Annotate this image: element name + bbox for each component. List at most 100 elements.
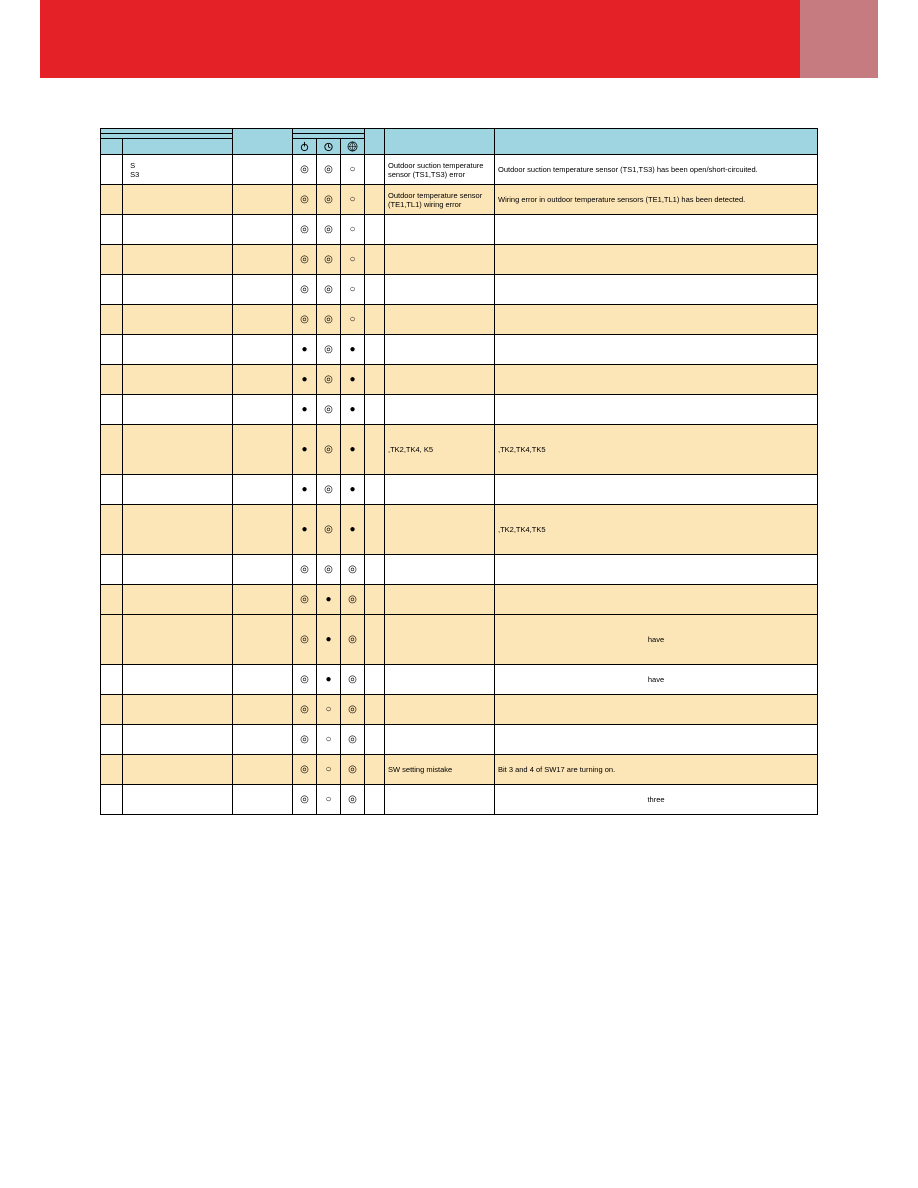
cell-right: [495, 305, 818, 335]
indicator-0: ◎: [293, 785, 317, 815]
cell-mid: [385, 215, 495, 245]
cell-aux: [233, 695, 293, 725]
cell-flag: [365, 725, 385, 755]
indicator-0: ◎: [293, 665, 317, 695]
cell-right: [495, 335, 818, 365]
cell-right: [495, 555, 818, 585]
cell-mid: [385, 725, 495, 755]
indicator-1: ◎: [317, 305, 341, 335]
cell-mid: [385, 475, 495, 505]
cell-flag: [365, 475, 385, 505]
cell-code: [101, 185, 123, 215]
indicator-0: ◎: [293, 305, 317, 335]
indicator-1: ◎: [317, 185, 341, 215]
cell-aux: [233, 615, 293, 665]
cell-right: Wiring error in outdoor temperature sens…: [495, 185, 818, 215]
top-banner-right: [800, 0, 878, 78]
cell-mid: [385, 395, 495, 425]
cell-code: [101, 555, 123, 585]
indicator-2: ●: [341, 505, 365, 555]
cell-aux: [233, 185, 293, 215]
cell-right: [495, 245, 818, 275]
cell-aux: [233, 785, 293, 815]
indicator-0: ◎: [293, 585, 317, 615]
cell-code: [101, 785, 123, 815]
indicator-1: ○: [317, 725, 341, 755]
cell-code-desc: [123, 425, 233, 475]
indicator-2: ○: [341, 185, 365, 215]
cell-mid: SW setting mistake: [385, 755, 495, 785]
indicator-2: ○: [341, 305, 365, 335]
indicator-1: ◎: [317, 365, 341, 395]
cell-right: Outdoor suction temperature sensor (TS1,…: [495, 155, 818, 185]
indicator-1: ○: [317, 785, 341, 815]
cell-flag: [365, 585, 385, 615]
cell-aux: [233, 425, 293, 475]
indicator-2: ●: [341, 395, 365, 425]
cell-aux: [233, 215, 293, 245]
cell-aux: [233, 245, 293, 275]
cell-code: [101, 585, 123, 615]
cell-flag: [365, 305, 385, 335]
cell-mid: [385, 785, 495, 815]
cell-code: [101, 365, 123, 395]
cell-code: [101, 755, 123, 785]
indicator-2: ◎: [341, 725, 365, 755]
cell-flag: [365, 365, 385, 395]
indicator-1: ◎: [317, 425, 341, 475]
cell-right: [495, 725, 818, 755]
cell-code-desc: [123, 505, 233, 555]
cell-aux: [233, 555, 293, 585]
top-banner: [40, 0, 878, 78]
cell-aux: [233, 395, 293, 425]
indicator-0: ◎: [293, 245, 317, 275]
cell-right: [495, 585, 818, 615]
cell-aux: [233, 275, 293, 305]
indicator-0: ●: [293, 335, 317, 365]
indicator-0: ●: [293, 365, 317, 395]
indicator-0: ◎: [293, 185, 317, 215]
indicator-0: ◎: [293, 695, 317, 725]
indicator-2: ●: [341, 425, 365, 475]
indicator-2: ●: [341, 335, 365, 365]
cell-code-desc: [123, 725, 233, 755]
cell-code: [101, 725, 123, 755]
cell-flag: [365, 695, 385, 725]
cell-mid: [385, 335, 495, 365]
cell-aux: [233, 665, 293, 695]
cell-flag: [365, 785, 385, 815]
indicator-1: ◎: [317, 395, 341, 425]
cell-flag: [365, 425, 385, 475]
indicator-0: ◎: [293, 155, 317, 185]
cell-mid: ,TK2,TK4, K5: [385, 425, 495, 475]
indicator-1: ◎: [317, 505, 341, 555]
cell-right: ,TK2,TK4,TK5: [495, 425, 818, 475]
indicator-0: ◎: [293, 215, 317, 245]
cell-code-desc: [123, 215, 233, 245]
cell-mid: [385, 695, 495, 725]
cell-code-desc: [123, 555, 233, 585]
cell-aux: [233, 585, 293, 615]
cell-flag: [365, 615, 385, 665]
cell-right: [495, 215, 818, 245]
hdr-desc: [123, 139, 233, 155]
indicator-2: ○: [341, 215, 365, 245]
cell-code: [101, 305, 123, 335]
cell-code-desc: [123, 245, 233, 275]
indicator-1: ●: [317, 585, 341, 615]
hdr-mid: [385, 129, 495, 155]
cell-right: [495, 475, 818, 505]
indicator-2: ◎: [341, 785, 365, 815]
indicator-2: ◎: [341, 585, 365, 615]
cell-code: [101, 615, 123, 665]
cell-code: [101, 695, 123, 725]
cell-flag: [365, 155, 385, 185]
cell-code-desc: [123, 695, 233, 725]
hdr-right: [495, 129, 818, 155]
indicator-0: ◎: [293, 725, 317, 755]
indicator-0: ◎: [293, 555, 317, 585]
indicator-1: ◎: [317, 335, 341, 365]
indicator-1: ◎: [317, 215, 341, 245]
cell-code: [101, 425, 123, 475]
error-code-table: S S3◎◎○Outdoor suction temperature senso…: [100, 128, 818, 815]
